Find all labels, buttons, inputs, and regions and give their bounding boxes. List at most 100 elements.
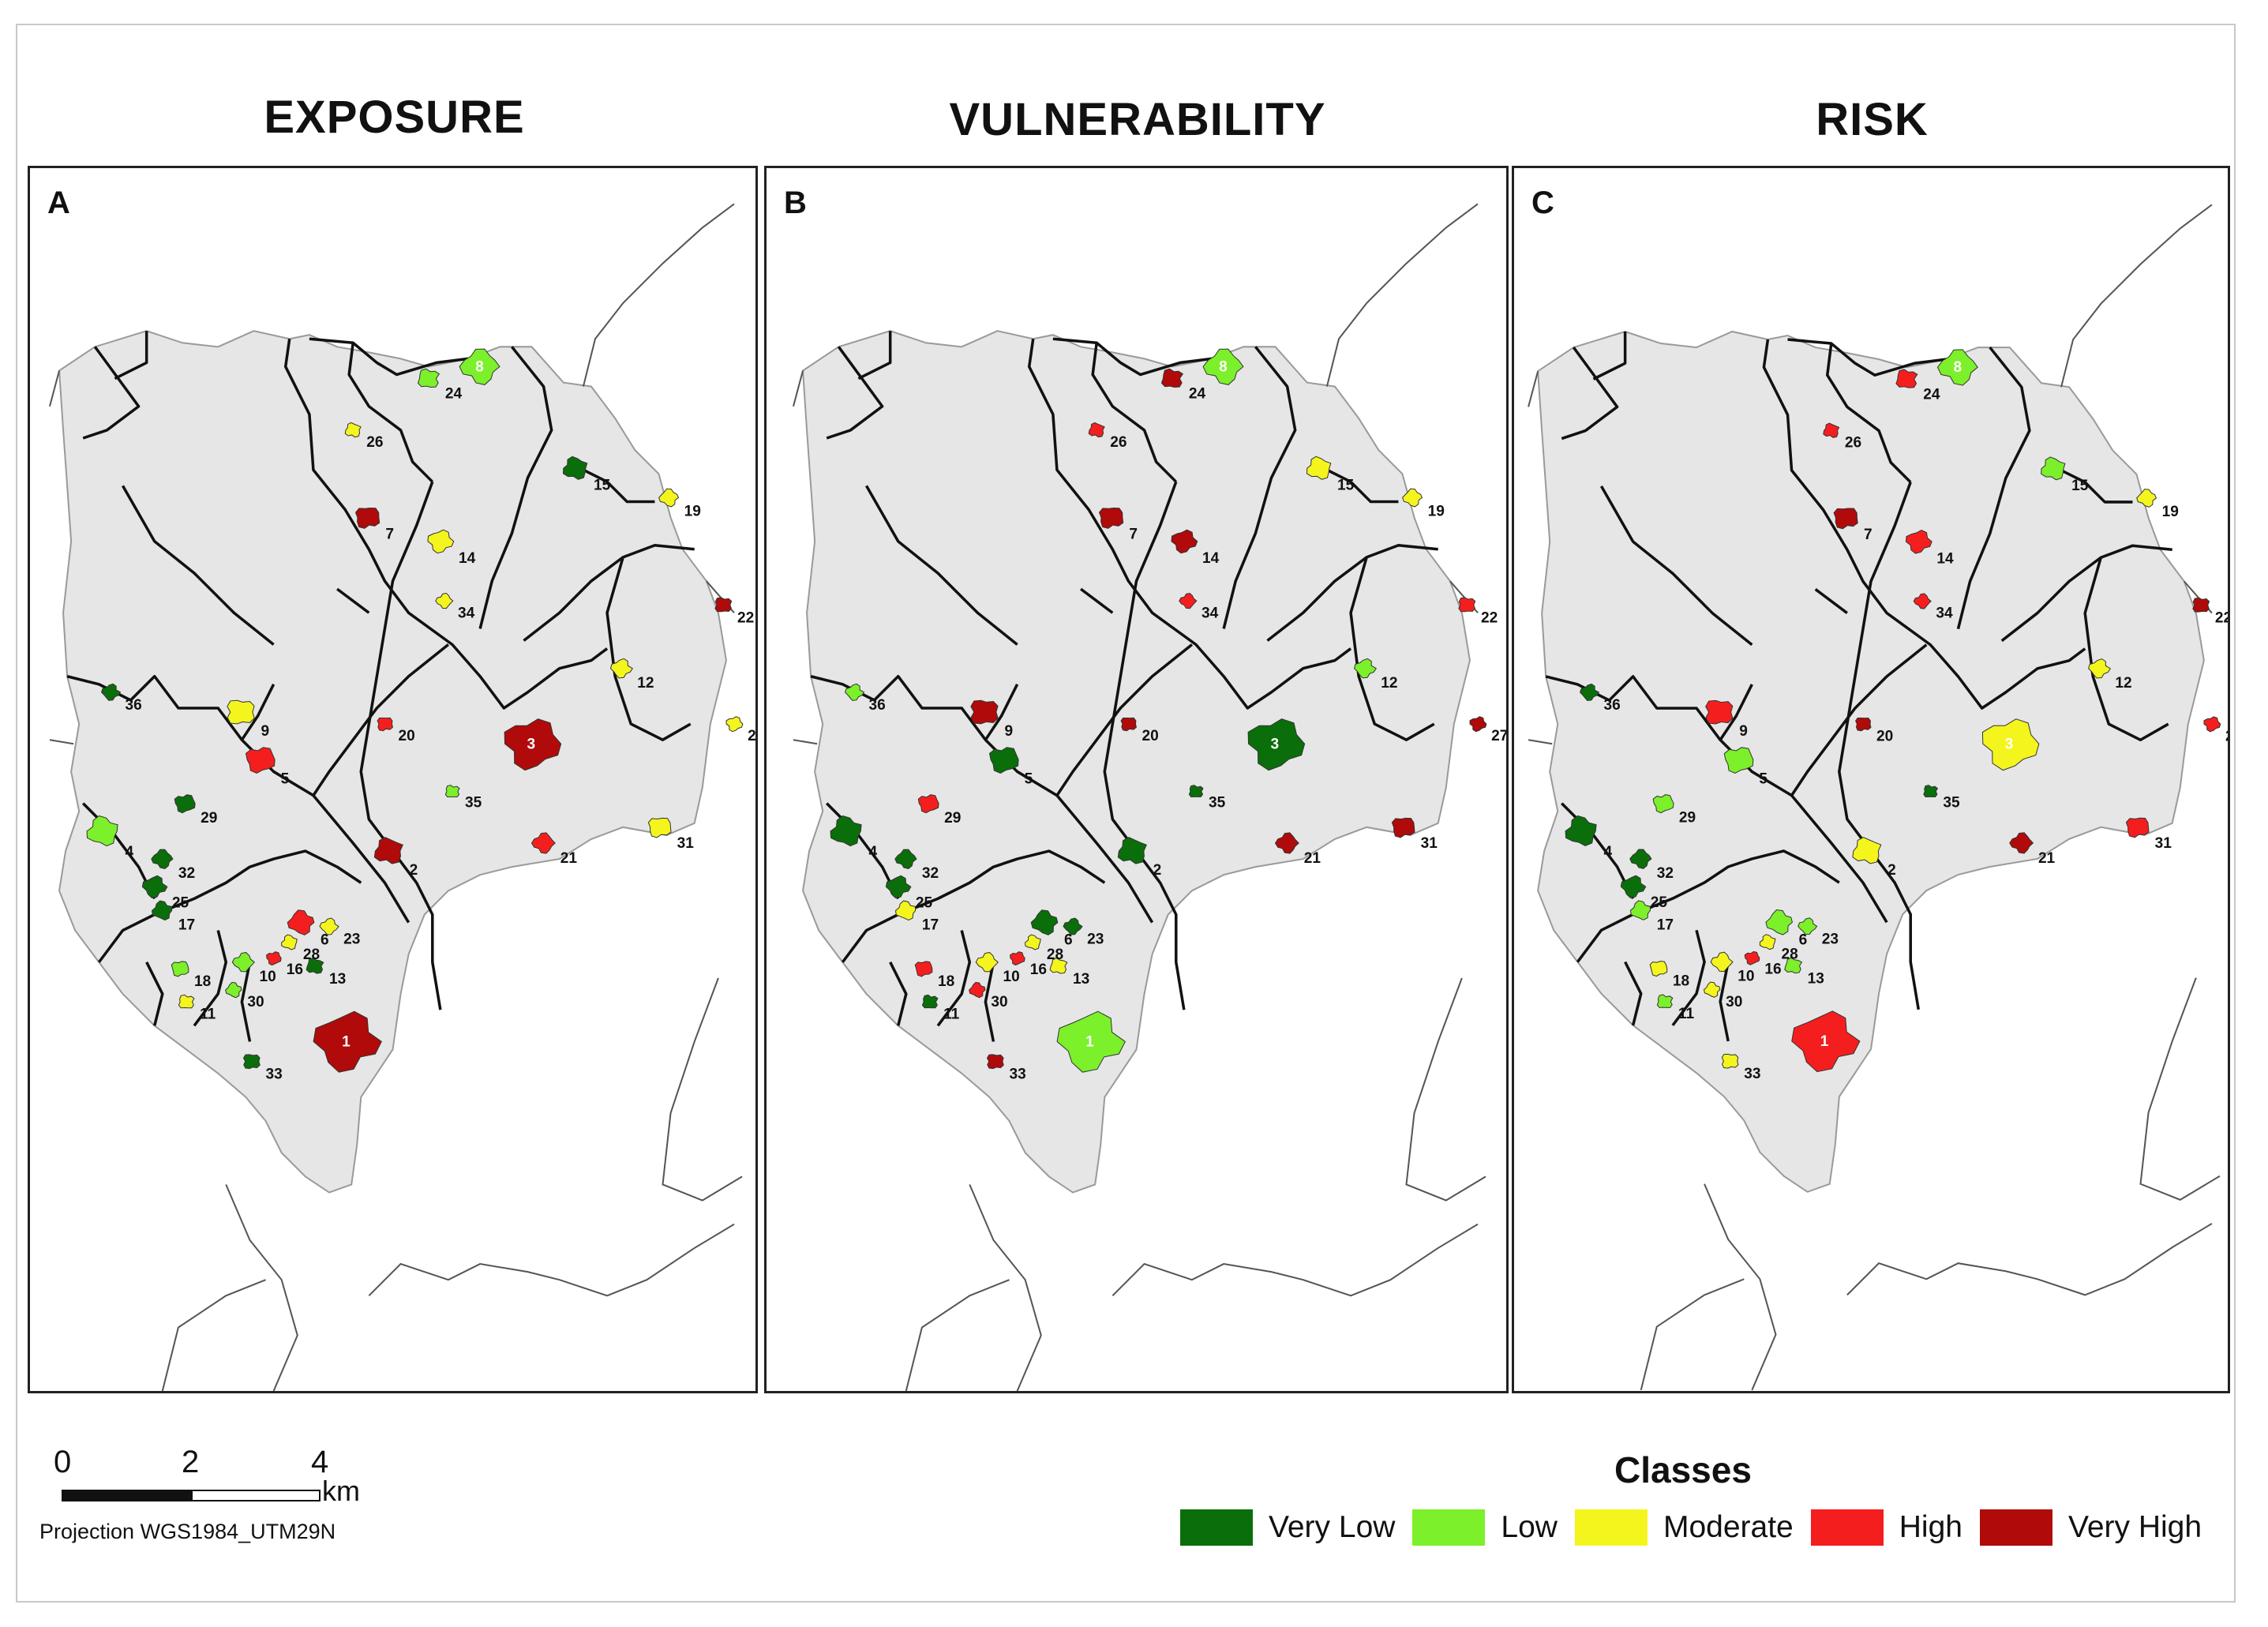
settlement-31 bbox=[647, 817, 672, 838]
settlement-29 bbox=[1652, 794, 1674, 814]
boundary-line bbox=[49, 739, 74, 745]
settlement-label-20: 20 bbox=[399, 728, 415, 744]
settlement-label-4: 4 bbox=[1604, 844, 1613, 860]
settlement-2 bbox=[1117, 837, 1147, 864]
panel-letter-b: B bbox=[784, 186, 807, 220]
settlement-30 bbox=[1703, 981, 1721, 998]
settlement-label-9: 9 bbox=[1739, 723, 1748, 740]
settlement-label-1: 1 bbox=[1820, 1033, 1829, 1050]
settlement-label-2: 2 bbox=[1153, 862, 1162, 879]
river-line bbox=[984, 962, 995, 1042]
settlement-label-15: 15 bbox=[2071, 478, 2089, 494]
settlement-label-36: 36 bbox=[1604, 697, 1621, 714]
legend-item-moderate: Moderate bbox=[1574, 1509, 1794, 1546]
map-exposure: 1234567891011121314151617181920212223242… bbox=[49, 203, 755, 1391]
boundary-line bbox=[368, 1223, 735, 1297]
settlement-label-10: 10 bbox=[1738, 969, 1754, 985]
settlement-2 bbox=[373, 837, 403, 864]
scale-unit: km bbox=[322, 1475, 360, 1507]
legend-title: Classes bbox=[1614, 1449, 1752, 1490]
river-line bbox=[936, 930, 972, 1027]
river-line bbox=[841, 849, 1106, 963]
settlement-6 bbox=[1765, 909, 1794, 935]
settlement-28 bbox=[281, 934, 298, 950]
settlement-label-3: 3 bbox=[1270, 736, 1279, 752]
boundary-line bbox=[225, 1184, 298, 1391]
settlement-36 bbox=[1579, 683, 1600, 701]
settlement-25 bbox=[141, 875, 168, 898]
river-line bbox=[1052, 337, 1213, 377]
settlement-label-15: 15 bbox=[1337, 477, 1355, 493]
river-line bbox=[523, 544, 695, 642]
river-line bbox=[1762, 339, 2086, 710]
settlement-label-26: 26 bbox=[366, 434, 383, 451]
projection-note: Projection WGS1984_UTM29N bbox=[39, 1520, 336, 1543]
settlement-label-31: 31 bbox=[1421, 835, 1438, 852]
settlement-label-30: 30 bbox=[247, 994, 264, 1010]
boundary-line bbox=[2139, 977, 2221, 1201]
river-line bbox=[478, 346, 553, 629]
river-line bbox=[889, 962, 908, 1026]
settlement-label-17: 17 bbox=[1657, 917, 1674, 933]
settlement-label-24: 24 bbox=[1923, 386, 1940, 403]
river-line bbox=[1825, 343, 1912, 484]
settlement-26 bbox=[1088, 422, 1105, 438]
settlement-label-25: 25 bbox=[916, 894, 933, 911]
settlement-18 bbox=[1649, 961, 1668, 977]
settlement-label-16: 16 bbox=[1030, 962, 1047, 978]
settlement-25 bbox=[885, 875, 912, 898]
settlement-label-31: 31 bbox=[2155, 835, 2172, 852]
settlement-label-33: 33 bbox=[1744, 1066, 1760, 1082]
river-line bbox=[1671, 929, 1706, 1026]
settlement-3 bbox=[1247, 718, 1306, 771]
river-line bbox=[2000, 544, 2172, 643]
settlement-22 bbox=[1458, 597, 1476, 613]
settlement-16 bbox=[1010, 951, 1025, 966]
boundary-line bbox=[969, 1184, 1042, 1391]
river-line bbox=[1599, 485, 1753, 647]
panel-title-risk: RISK bbox=[1816, 94, 1929, 145]
settlement-label-29: 29 bbox=[944, 810, 961, 827]
river-line bbox=[240, 684, 276, 741]
settlement-7 bbox=[1098, 507, 1124, 529]
settlement-label-5: 5 bbox=[281, 771, 290, 788]
settlement-6 bbox=[287, 909, 315, 935]
settlement-label-27: 27 bbox=[748, 728, 755, 744]
settlement-1 bbox=[1791, 1010, 1861, 1073]
settlement-label-7: 7 bbox=[1129, 527, 1138, 543]
settlement-label-12: 12 bbox=[1381, 675, 1397, 692]
settlement-32 bbox=[1629, 849, 1652, 869]
river-line bbox=[1592, 331, 1627, 381]
map-panel-vulnerability: 1 2 3 4 5 6 7 8 9 10 11 12 13 14 15 16 17 18 19 20 21 22 23 24 2… bbox=[764, 166, 1509, 1393]
legend-label-very-high: Very High bbox=[2067, 1510, 2202, 1544]
municipality-area bbox=[802, 330, 1471, 1194]
river-line bbox=[984, 684, 1019, 741]
settlement-12 bbox=[2088, 658, 2112, 679]
municipality-area bbox=[58, 330, 727, 1194]
settlement-label-25: 25 bbox=[1651, 894, 1668, 911]
settlement-21 bbox=[1274, 832, 1299, 854]
river-line bbox=[2060, 469, 2133, 504]
legend-item-very-low: Very Low bbox=[1180, 1509, 1395, 1546]
legend-swatch-very-low bbox=[1180, 1509, 1253, 1546]
map-panel-exposure: 1 2 3 4 5 6 7 8 9 10 11 12 13 14 15 16 17 18 19 20 21 22 23 24 2… bbox=[28, 166, 758, 1393]
scale-tick-2: 2 bbox=[182, 1445, 200, 1479]
settlement-label-30: 30 bbox=[1726, 994, 1742, 1010]
settlement-27 bbox=[725, 716, 744, 733]
settlement-label-6: 6 bbox=[321, 932, 329, 949]
settlement-17 bbox=[894, 900, 917, 921]
river-line bbox=[1719, 962, 1730, 1042]
settlement-label-23: 23 bbox=[1087, 932, 1104, 948]
river-line bbox=[97, 849, 362, 963]
legend-item-very-high: Very High bbox=[1979, 1509, 2202, 1546]
settlement-23 bbox=[1063, 917, 1083, 935]
scale-segment-black bbox=[62, 1490, 191, 1501]
settlement-label-19: 19 bbox=[2162, 504, 2179, 520]
settlement-34 bbox=[435, 592, 454, 609]
settlement-label-34: 34 bbox=[1936, 605, 1953, 622]
river-line bbox=[283, 339, 609, 710]
settlement-label-5: 5 bbox=[1025, 771, 1033, 788]
legend-label-high: High bbox=[1899, 1510, 1962, 1544]
settlement-label-24: 24 bbox=[445, 386, 463, 403]
settlement-label-22: 22 bbox=[2215, 610, 2228, 627]
